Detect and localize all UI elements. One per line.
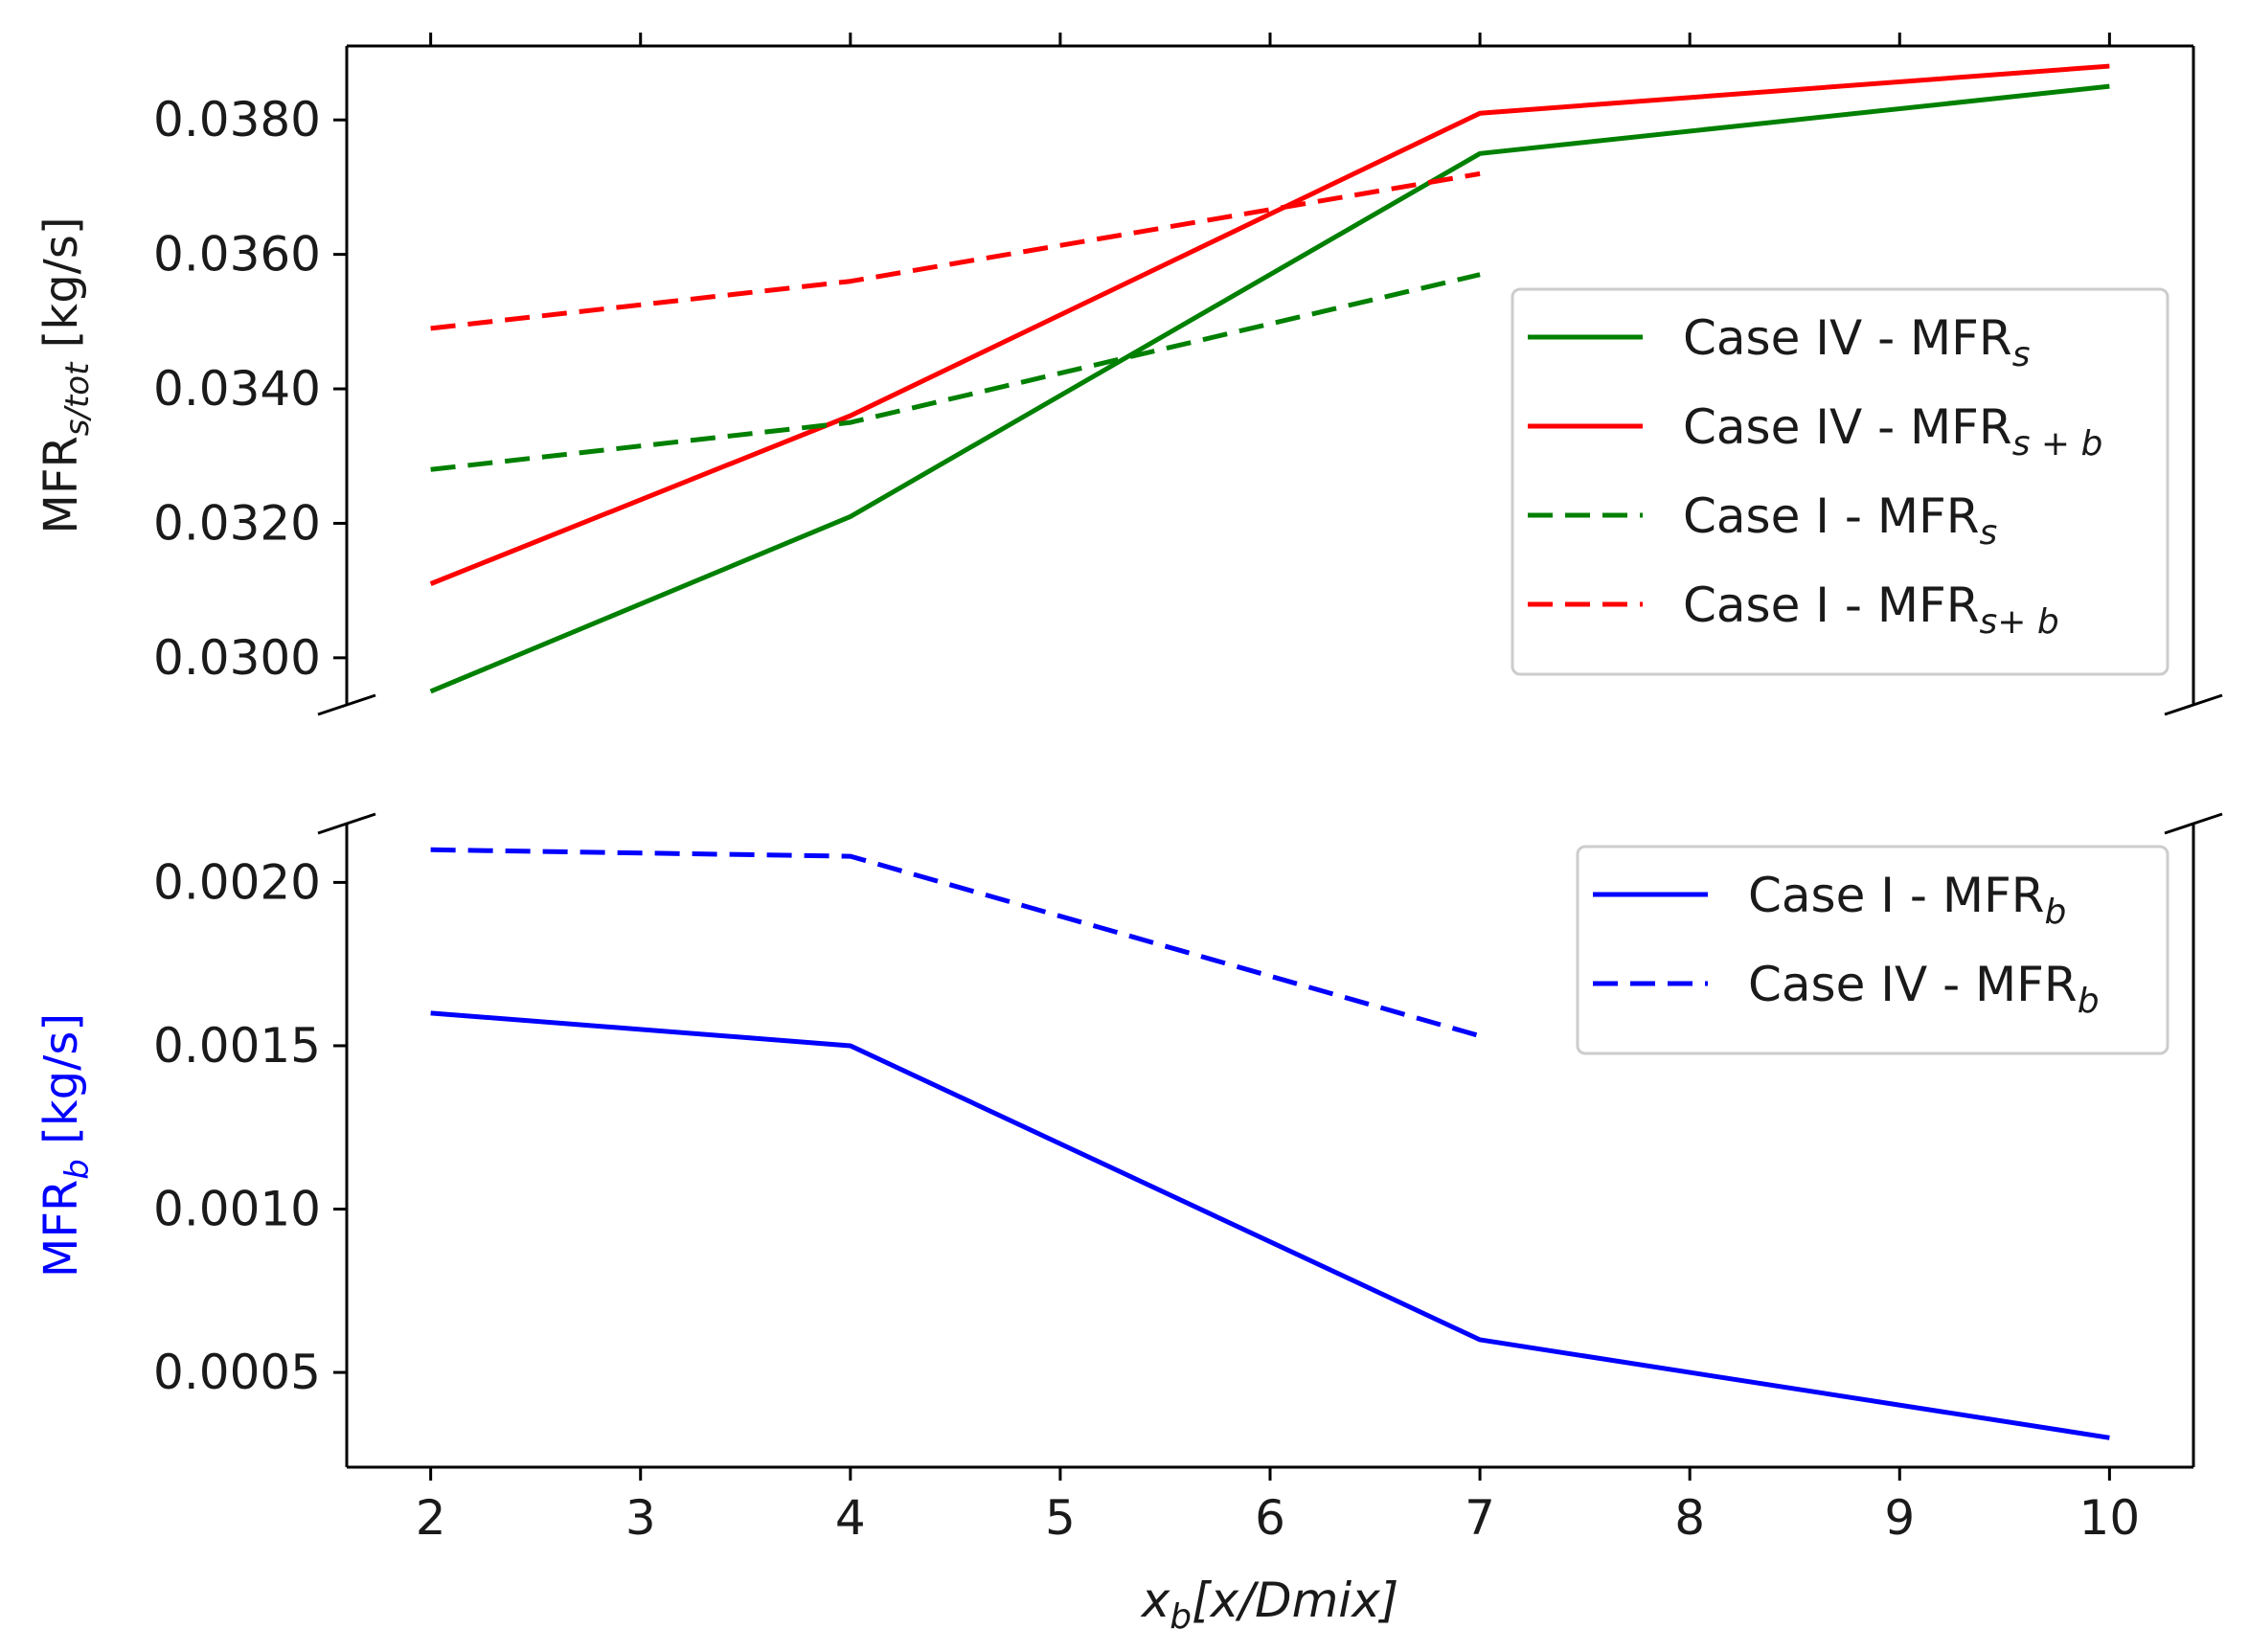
legend-box bbox=[1576, 845, 2169, 1055]
top-panel: 0.0300 0.0320 0.0340 0.0360 0.0380 MFRs/tot [… bbox=[34, 33, 2223, 716]
x-tick-label: 10 bbox=[2079, 1490, 2141, 1546]
legend-label: Case I - MFRs+ b bbox=[1683, 577, 2059, 642]
legend-box bbox=[1511, 287, 2169, 676]
series-line bbox=[430, 170, 1481, 331]
x-axis: 2 3 4 5 6 7 8 9 10 xb[x/Dmix] bbox=[416, 1467, 2140, 1637]
bottom-panel: 0.0005 0.0010 0.0015 0.0020 MFRb [kg/s] Case … bbox=[34, 812, 2223, 1469]
axis-break-mark bbox=[2164, 693, 2223, 716]
y-axis-label: MFRs/tot [kg/s] bbox=[34, 216, 97, 533]
x-tick-label: 2 bbox=[416, 1490, 446, 1546]
y-tick-label: 0.0380 bbox=[153, 92, 321, 147]
axis-break-mark bbox=[317, 693, 376, 716]
y-tick-label: 0.0010 bbox=[153, 1182, 321, 1237]
x-tick-label: 6 bbox=[1255, 1490, 1285, 1546]
series-line bbox=[430, 847, 1481, 1039]
legend-label: Case I - MFRb bbox=[1748, 868, 2066, 932]
legend-label: Case IV - MFRs + b bbox=[1683, 399, 2102, 464]
x-tick-label: 7 bbox=[1465, 1490, 1495, 1546]
y-tick-label: 0.0340 bbox=[153, 361, 321, 417]
series-line bbox=[429, 83, 2110, 694]
y-tick-label: 0.0320 bbox=[153, 495, 321, 551]
y-tick-label: 0.0020 bbox=[153, 854, 321, 910]
x-tick-label: 4 bbox=[835, 1490, 866, 1546]
y-tick-label: 0.0360 bbox=[153, 227, 321, 283]
legend-label: Case IV - MFRs bbox=[1683, 310, 2030, 374]
axis-break-mark bbox=[2164, 812, 2223, 835]
x-tick-label: 8 bbox=[1674, 1490, 1705, 1546]
legend-label: Case I - MFRs bbox=[1683, 488, 1997, 553]
x-tick-label: 9 bbox=[1884, 1490, 1915, 1546]
y-tick-label: 0.0005 bbox=[153, 1345, 321, 1400]
series-line bbox=[430, 272, 1481, 472]
legend-label: Case IV - MFRb bbox=[1748, 957, 2100, 1021]
series-line bbox=[430, 1010, 2110, 1440]
x-tick-label: 3 bbox=[625, 1490, 656, 1546]
x-axis-label: xb[x/Dmix] bbox=[1140, 1573, 1399, 1637]
x-tick-label: 5 bbox=[1045, 1490, 1076, 1546]
axis-break-mark bbox=[317, 812, 376, 835]
y-tick-label: 0.0015 bbox=[153, 1018, 321, 1074]
y-axis-label: MFRb [kg/s] bbox=[34, 1013, 97, 1278]
y-tick-label: 0.0300 bbox=[153, 630, 321, 686]
series-line bbox=[429, 63, 2110, 586]
